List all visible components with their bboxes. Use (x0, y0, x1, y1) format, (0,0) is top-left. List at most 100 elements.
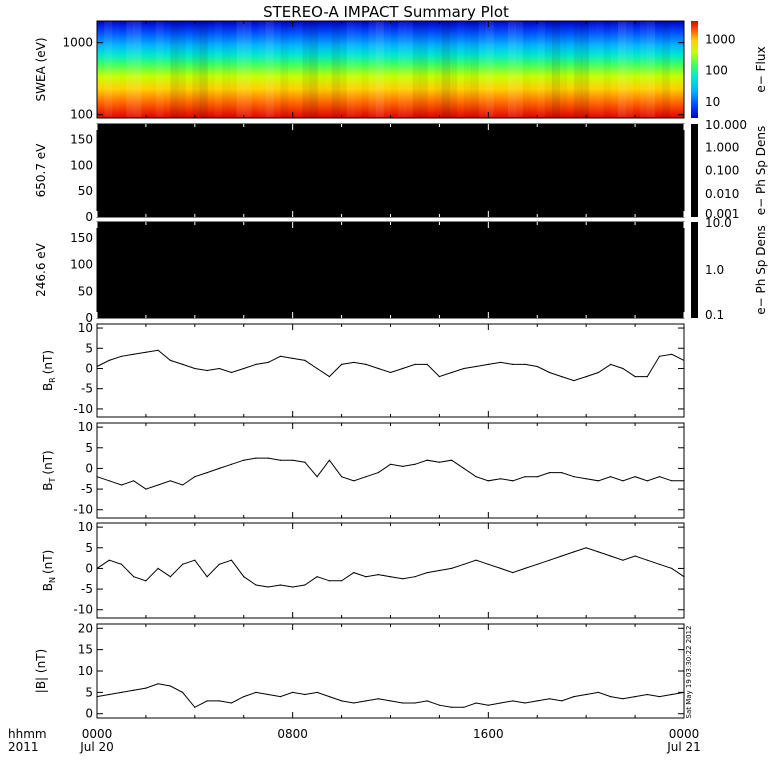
heatmap-column (523, 21, 531, 118)
series-point (658, 476, 661, 478)
x-tick-date: Jul 21 (666, 740, 701, 754)
x-tick-label: 0800 (277, 727, 308, 741)
heatmap-column (639, 21, 648, 118)
series-point (292, 586, 294, 588)
series-point (96, 365, 98, 368)
colorbar-label: e− Ph Sp Dens (754, 225, 768, 314)
series-point (182, 484, 184, 486)
series-point (487, 363, 489, 365)
panel-1: 10 100 1000 e− Flux 100 1000 SWEA (eV) (34, 20, 768, 122)
series-point (267, 693, 269, 696)
heatmap-column (457, 21, 465, 118)
colorbar-tick-label: 1.0 (705, 263, 724, 277)
series-point (218, 563, 220, 565)
heatmap-column (669, 21, 677, 118)
heatmap-column (185, 21, 193, 118)
series-point (597, 551, 600, 553)
y-tick-label: 100 (70, 108, 93, 122)
y-tick-label: 0 (85, 561, 93, 575)
heatmap-column (346, 21, 355, 118)
colorbar-tick-label: 1.000 (705, 140, 739, 154)
heatmap-column (229, 21, 237, 118)
heatmap-spectrogram (97, 21, 684, 118)
y-axis-label-sub: R (48, 377, 57, 383)
colorbar-tick-label: 100 (705, 64, 728, 78)
series-point (646, 480, 648, 482)
series-point (438, 569, 440, 572)
series-point (133, 689, 135, 691)
y-tick-label: 0 (85, 707, 93, 721)
heatmap-fill (97, 222, 684, 318)
series-line (96, 683, 685, 708)
colorbar-tick-label: 0.100 (705, 164, 739, 178)
series-point (230, 463, 233, 465)
series-point (561, 700, 563, 702)
series-point (683, 576, 685, 578)
series-point (451, 706, 453, 708)
series-point (414, 576, 416, 578)
series-point (157, 484, 159, 486)
series-point (585, 376, 587, 378)
series-point (341, 363, 343, 365)
series-point (622, 559, 624, 561)
series-point (402, 465, 404, 467)
timestamp-label: Sat May 19 03:30:22 2012 (685, 625, 693, 718)
series-point (658, 563, 661, 565)
series-point (316, 476, 318, 478)
y-axis-label: BN (nT) (41, 550, 57, 592)
series-point (230, 702, 233, 704)
heatmap-column (214, 21, 222, 118)
y-axis-label-main: B (41, 482, 55, 490)
heatmap-column (331, 21, 340, 118)
heatmap-column (530, 21, 538, 118)
series-point (500, 361, 502, 363)
heatmap-column (126, 21, 135, 118)
series-point (120, 563, 123, 565)
y-tick-label: 5 (85, 541, 93, 555)
series-point (169, 576, 171, 578)
series-point (206, 700, 208, 702)
series-point (353, 572, 355, 574)
series-point (243, 367, 245, 370)
series-point (634, 555, 636, 557)
series-point (145, 351, 147, 353)
series-point (671, 693, 673, 696)
series-point (646, 376, 648, 378)
y-tick-label: 10 (78, 520, 93, 534)
series-point (120, 484, 123, 486)
heatmap-column (567, 21, 575, 118)
x-tick-date: Jul 20 (79, 740, 114, 754)
series-point (206, 472, 208, 474)
heatmap-column (141, 21, 149, 118)
series-point (634, 696, 636, 698)
series-point (243, 459, 245, 461)
series-point (548, 472, 551, 474)
series-point (475, 476, 477, 478)
panel-2: 10.000 1.000 0.100 0.010 0.001 e− Ph Sp Dens 0… (34, 118, 768, 224)
series-point (451, 459, 453, 461)
series-point (389, 576, 392, 578)
heatmap-column (647, 21, 656, 118)
panel-7: 0 5 10 15 20 |B| (nT) (34, 621, 685, 721)
series-point (573, 551, 575, 553)
series-point (145, 687, 147, 689)
series-point (157, 349, 159, 351)
heatmap-column (471, 21, 480, 118)
y-tick-label: -5 (81, 482, 93, 496)
series-point (438, 461, 440, 463)
series-point (646, 693, 648, 696)
heatmap-column (537, 21, 546, 118)
panel-5: -10 -5 0 5 10 BT (nT) (41, 420, 685, 519)
series-point (377, 698, 379, 700)
series-point (573, 696, 575, 698)
series-point (683, 359, 685, 361)
series-point (561, 376, 563, 378)
series-point (658, 355, 661, 357)
series-point (218, 700, 220, 702)
series-point (230, 559, 233, 561)
series-point (304, 359, 306, 361)
series-point (243, 576, 245, 578)
x-tick-label: 0000 (669, 727, 700, 741)
heatmap-column (478, 21, 487, 118)
